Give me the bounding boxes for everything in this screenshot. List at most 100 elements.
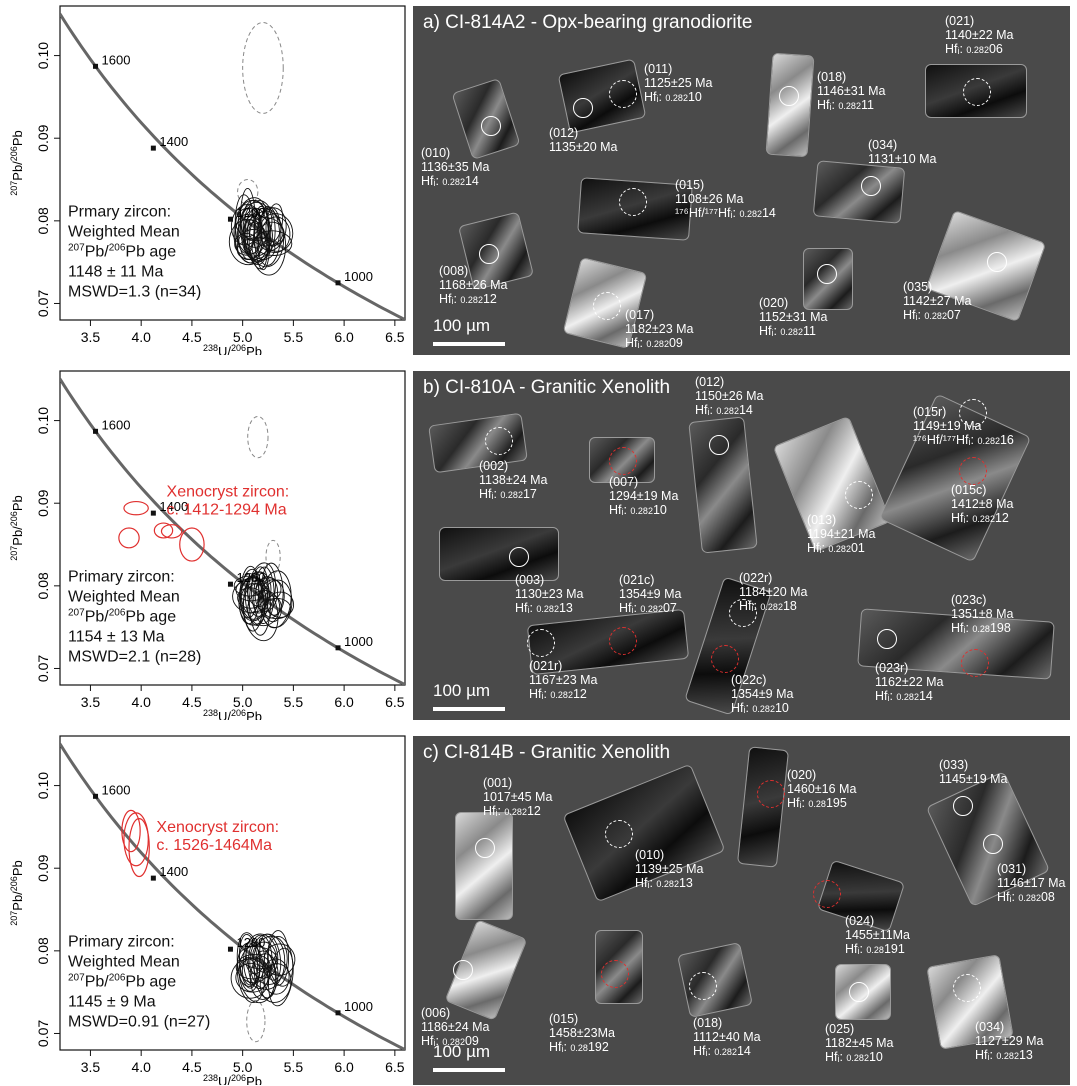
weighted-mean-annotation: MSWD=2.1 (n=28) [68,649,201,666]
xenocryst-ellipse [128,818,150,878]
xenocryst-ellipse [160,524,183,539]
y-tick-label: 0.10 [35,407,51,434]
analysis-spot [475,838,495,858]
primary-zircon-ellipse [260,216,291,253]
y-tick-label: 0.08 [35,572,51,599]
cl-image-panel-b: b) CI-810A - Granitic Xenolith (012) 1150… [413,371,1070,720]
primary-zircon-ellipse [245,933,279,979]
analysis-spot [849,982,869,1002]
zircon-grain [803,248,853,310]
primary-zircon-ellipse [242,200,276,261]
primary-zircon-ellipse [243,575,264,632]
zircon-grain [812,160,906,224]
x-tick-label: 3.5 [81,329,101,345]
row-c: 3.5 4.0 4.5 5.0 5.5 6.0 6.5 0.07 0.08 0.09 0.10 238… [0,730,1077,1085]
spot-label: (001) 1017±45 Ma Hfᵢ: 0.28212 [483,776,553,818]
xenocryst-spot [609,627,637,655]
concordia-age-label: 1400 [159,134,188,149]
spot-label: (011) 1125±25 Ma Hfᵢ: 0.28210 [644,62,713,104]
xenocryst-annotation: Xenocryst zircon: [167,484,290,501]
spot-label: (015c) 1412±8 Ma Hfᵢ: 0.28212 [951,483,1014,525]
concordia-age-label: 1000 [344,634,373,649]
concordia-age-mark [150,875,156,881]
y-axis-label: 207Pb/206Pb [9,860,25,925]
y-tick-label: 0.07 [35,655,51,682]
concordia-age-label: 1200 [236,570,265,585]
spot-label: (008) 1168±26 Ma Hfᵢ: 0.28212 [439,264,508,306]
xenocryst-ellipse [118,527,140,549]
y-tick-label: 0.09 [35,854,51,881]
primary-zircon-ellipse [230,204,262,246]
analysis-spot [861,176,881,196]
x-tick-label: 5.5 [284,1059,304,1075]
spot-label: (021c) 1354±9 Ma Hfᵢ: 0.28207 [619,573,682,615]
analysis-spot [509,547,529,567]
weighted-mean-annotation: Weighted Mean [68,589,180,606]
analysis-spot [983,834,1003,854]
weighted-mean-annotation: MSWD=1.3 (n=34) [68,284,201,301]
x-tick-label: 6.0 [334,329,354,345]
row-a: 3.5 4.0 4.5 5.0 5.5 6.0 6.5 0.07 0.08 0.09 0.10 238… [0,0,1077,355]
concordia-age-mark [93,63,99,69]
weighted-mean-annotation: Weighted Mean [68,224,180,241]
primary-zircon-ellipse [267,930,290,986]
plot-frame [59,735,406,1051]
weighted-mean-annotation: Prmary zircon: [68,204,171,221]
analysis-spot [481,116,501,136]
scale-bar-label: 100 µm [433,316,491,335]
primary-zircon-ellipse [248,571,271,636]
xenocryst-annotation: c. 1412-1294 Ma [167,502,287,519]
weighted-mean-annotation: 1154 ± 13 Ma [68,629,165,646]
y-tick-label: 0.09 [35,489,51,516]
spot-label: (022c) 1354±9 Ma Hfᵢ: 0.28210 [731,673,794,715]
analysis-spot [453,960,473,980]
primary-zircon-ellipse [268,947,294,1007]
xenocryst-spot [609,447,637,475]
x-axis-label: 238U/206Pb [203,343,262,355]
analysis-spot [485,427,513,455]
analysis-spot [619,188,647,216]
primary-zircon-ellipse [252,935,288,985]
x-tick-label: 6.0 [334,694,354,710]
spot-label: (010) 1139±25 Ma Hfᵢ: 0.28213 [635,848,704,890]
weighted-mean-annotation: Weighted Mean [68,954,180,971]
plot-frame [59,5,406,321]
concordia-age-label: 1200 [236,205,265,220]
spot-label: (010) 1136±35 Ma Hfᵢ: 0.28214 [421,146,490,188]
analysis-spot [593,292,621,320]
concordia-age-mark [227,216,233,222]
spot-label: (033) 1145±19 Ma [939,758,1008,786]
weighted-mean-annotation: Primary zircon: [68,934,175,951]
spot-label: (006) 1186±24 Ma Hfᵢ: 0.28209 [421,1006,490,1048]
primary-zircon-ellipse [236,942,266,1003]
primary-zircon-ellipse [249,953,279,1000]
weighted-mean-annotation: 1145 ± 9 Ma [68,994,156,1011]
y-tick-label: 0.10 [35,42,51,69]
spot-label: (007) 1294±19 Ma Hfᵢ: 0.28210 [609,475,679,517]
concordia-svg-a: 3.5 4.0 4.5 5.0 5.5 6.0 6.5 0.07 0.08 0.09 0.10 238… [9,5,406,355]
concordia-age-mark [335,280,341,286]
x-tick-label: 5.5 [284,329,304,345]
scale-bar [433,342,505,346]
xenocryst-annotation: Xenocryst zircon: [156,819,279,836]
concordia-age-label: 1600 [102,417,131,432]
spot-label: (034) 1127±29 Ma Hfᵢ: 0.28213 [975,1020,1044,1062]
analysis-spot [817,264,837,284]
y-tick-label: 0.08 [35,937,51,964]
concordia-age-label: 1400 [159,499,188,514]
concordia-plot-a: 3.5 4.0 4.5 5.0 5.5 6.0 6.5 0.07 0.08 0.09 0.10 238… [0,0,410,355]
x-tick-label: 4.5 [182,1059,202,1075]
spot-label: (035) 1142±27 Ma Hfᵢ: 0.28207 [903,280,972,322]
analysis-spot [953,796,973,816]
spot-label: (034) 1131±10 Ma [868,138,937,166]
plot-frame [59,370,406,686]
x-axis-label: 238U/206Pb [203,708,262,720]
primary-zircon-ellipse [260,579,293,628]
xenocryst-ellipse [123,500,149,516]
spot-label: (021r) 1167±23 Ma Hfᵢ: 0.28212 [529,659,598,701]
concordia-svg-c: 3.5 4.0 4.5 5.0 5.5 6.0 6.5 0.07 0.08 0.09 0.10 238… [9,735,406,1085]
analysis-spot [605,820,633,848]
spot-label: (002) 1138±24 Ma Hfᵢ: 0.28217 [479,459,548,501]
spot-label: (031) 1146±17 Ma Hfᵢ: 0.28208 [997,862,1066,904]
x-tick-label: 4.0 [131,329,151,345]
